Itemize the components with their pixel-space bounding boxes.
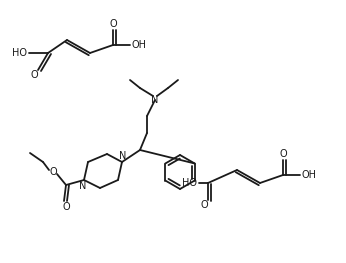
Text: O: O	[30, 70, 38, 80]
Text: O: O	[200, 200, 208, 210]
Text: HO: HO	[12, 48, 27, 58]
Text: O: O	[279, 149, 287, 159]
Text: HO: HO	[182, 178, 197, 188]
Text: N: N	[119, 151, 127, 161]
Text: O: O	[62, 202, 70, 212]
Text: O: O	[49, 167, 57, 177]
Text: OH: OH	[132, 40, 147, 50]
Text: OH: OH	[302, 170, 317, 180]
Text: O: O	[109, 19, 117, 29]
Text: N: N	[151, 95, 159, 105]
Text: N: N	[79, 181, 87, 191]
